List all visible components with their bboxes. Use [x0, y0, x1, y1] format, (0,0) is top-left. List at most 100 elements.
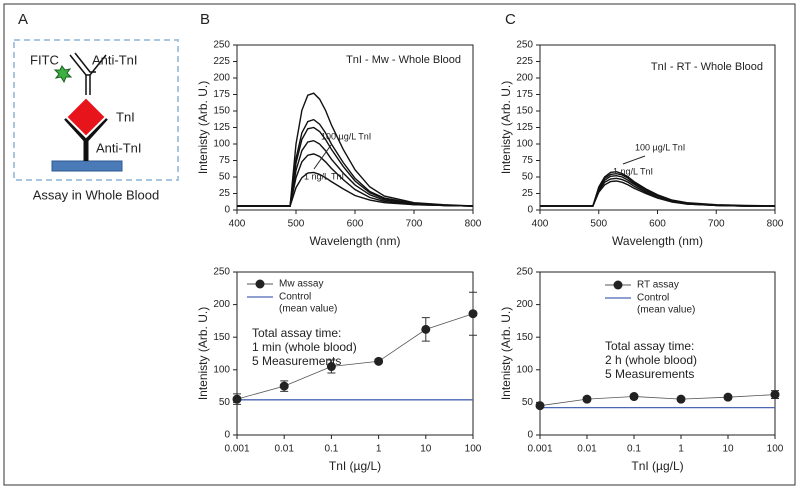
chart-title: TnI - RT - Whole Blood	[651, 61, 763, 73]
y-tick-label: 175	[516, 89, 533, 100]
x-tick-label: 500	[590, 219, 607, 230]
x-tick-label: 0.01	[274, 444, 294, 455]
y-tick-label: 150	[516, 332, 533, 343]
figure-border	[3, 3, 796, 486]
legend-marker	[255, 279, 265, 289]
data-point	[421, 324, 431, 334]
y-tick-label: 150	[516, 106, 533, 117]
y-axis-label: Intenisty (Arb. U.)	[499, 307, 513, 400]
x-tick-label: 800	[767, 219, 784, 230]
x-tick-label: 0.001	[224, 444, 249, 455]
spectrum-line	[540, 180, 775, 207]
y-tick-label: 100	[516, 139, 533, 150]
x-axis-label: TnI (µg/L)	[631, 459, 683, 473]
panel-label: B	[200, 11, 210, 28]
x-tick-label: 10	[420, 444, 432, 455]
data-point	[279, 381, 289, 391]
spectrum-line	[540, 172, 775, 207]
data-point	[326, 362, 336, 372]
x-tick-label: 700	[708, 219, 725, 230]
antibody-top	[74, 52, 96, 73]
x-tick-label: 800	[465, 219, 482, 230]
x-tick-label: 0.1	[627, 444, 641, 455]
x-tick-label: 0.01	[577, 444, 597, 455]
y-tick-label: 100	[213, 139, 230, 150]
legend-label: RT assay	[637, 280, 679, 291]
y-tick-label: 0	[527, 430, 533, 441]
diagram-label: Anti-TnI	[92, 52, 138, 67]
y-tick-label: 200	[213, 299, 230, 310]
y-tick-label: 150	[213, 332, 230, 343]
legend-label: (mean value)	[637, 305, 695, 316]
diagram-frame	[13, 39, 179, 181]
legend-label: Control	[637, 293, 669, 304]
x-axis-label: Wavelength (nm)	[310, 234, 401, 248]
legend-marker	[613, 280, 623, 290]
data-point	[676, 394, 686, 404]
annotation: 1 ng/L TnI	[613, 166, 653, 176]
x-tick-label: 100	[767, 444, 784, 455]
legend-label: Mw assay	[279, 279, 323, 290]
y-tick-label: 50	[219, 397, 231, 408]
surface	[51, 160, 123, 172]
y-tick-label: 200	[213, 73, 230, 84]
diagram-caption: Assay in Whole Blood	[33, 187, 159, 202]
spectrum-line	[540, 177, 775, 207]
plot-frame	[539, 271, 776, 436]
y-tick-label: 225	[516, 56, 533, 67]
y-tick-label: 50	[219, 172, 231, 183]
antibody-arms	[64, 116, 108, 144]
x-tick-label: 600	[347, 219, 364, 230]
assay-diagram: FITC Anti-TnI TnI Anti-TnI Assay in Whol…	[13, 39, 179, 202]
antibody-top	[69, 54, 107, 76]
data-point	[770, 390, 780, 400]
y-tick-label: 25	[219, 188, 231, 199]
y-axis-label: Intenisty (Arb. U.)	[196, 81, 210, 174]
y-axis-label: Intenisty (Arb. U.)	[499, 81, 513, 174]
connect-line	[236, 313, 474, 400]
annotation: 5 Measurements	[252, 354, 341, 368]
annotation-arrow	[313, 144, 332, 170]
y-tick-label: 250	[516, 40, 533, 51]
y-tick-label: 250	[516, 267, 533, 278]
y-tick-label: 200	[516, 299, 533, 310]
data-point	[582, 394, 592, 404]
y-tick-label: 25	[522, 188, 534, 199]
fitc-label	[53, 65, 73, 84]
x-axis-label: Wavelength (nm)	[612, 234, 703, 248]
data-point	[629, 392, 639, 402]
data-point	[468, 309, 478, 319]
annotation: Total assay time:	[252, 326, 341, 340]
annotation: 1 ng/L TnI	[304, 171, 344, 181]
y-tick-label: 125	[213, 122, 230, 133]
diagram-label: TnI	[116, 109, 135, 124]
x-axis-label: TnI (µg/L)	[329, 459, 381, 473]
y-tick-label: 250	[213, 40, 230, 51]
annotation: 1 min (whole blood)	[252, 340, 357, 354]
y-tick-label: 0	[224, 205, 230, 216]
annotation: 100 µg/L TnI	[635, 142, 685, 152]
y-tick-label: 75	[219, 155, 231, 166]
chart-title: TnI - Mw - Whole Blood	[346, 54, 461, 66]
y-tick-label: 75	[522, 155, 534, 166]
x-tick-label: 400	[532, 219, 549, 230]
y-tick-label: 0	[527, 205, 533, 216]
panel-label: C	[505, 11, 516, 28]
y-tick-label: 50	[522, 172, 534, 183]
x-tick-label: 100	[465, 444, 482, 455]
legend-label: (mean value)	[279, 304, 337, 315]
plot-frame	[236, 271, 474, 436]
annotation-arrow	[622, 155, 646, 165]
spectrum-line	[237, 171, 474, 207]
y-tick-label: 150	[213, 106, 230, 117]
x-tick-label: 600	[649, 219, 666, 230]
x-tick-label: 400	[229, 219, 246, 230]
y-axis-label: Intenisty (Arb. U.)	[196, 307, 210, 400]
antigen	[64, 95, 108, 139]
y-tick-label: 50	[522, 397, 534, 408]
y-tick-label: 125	[516, 122, 533, 133]
data-point	[232, 394, 242, 404]
y-tick-label: 100	[213, 364, 230, 375]
data-point	[723, 392, 733, 402]
data-point	[535, 401, 545, 411]
